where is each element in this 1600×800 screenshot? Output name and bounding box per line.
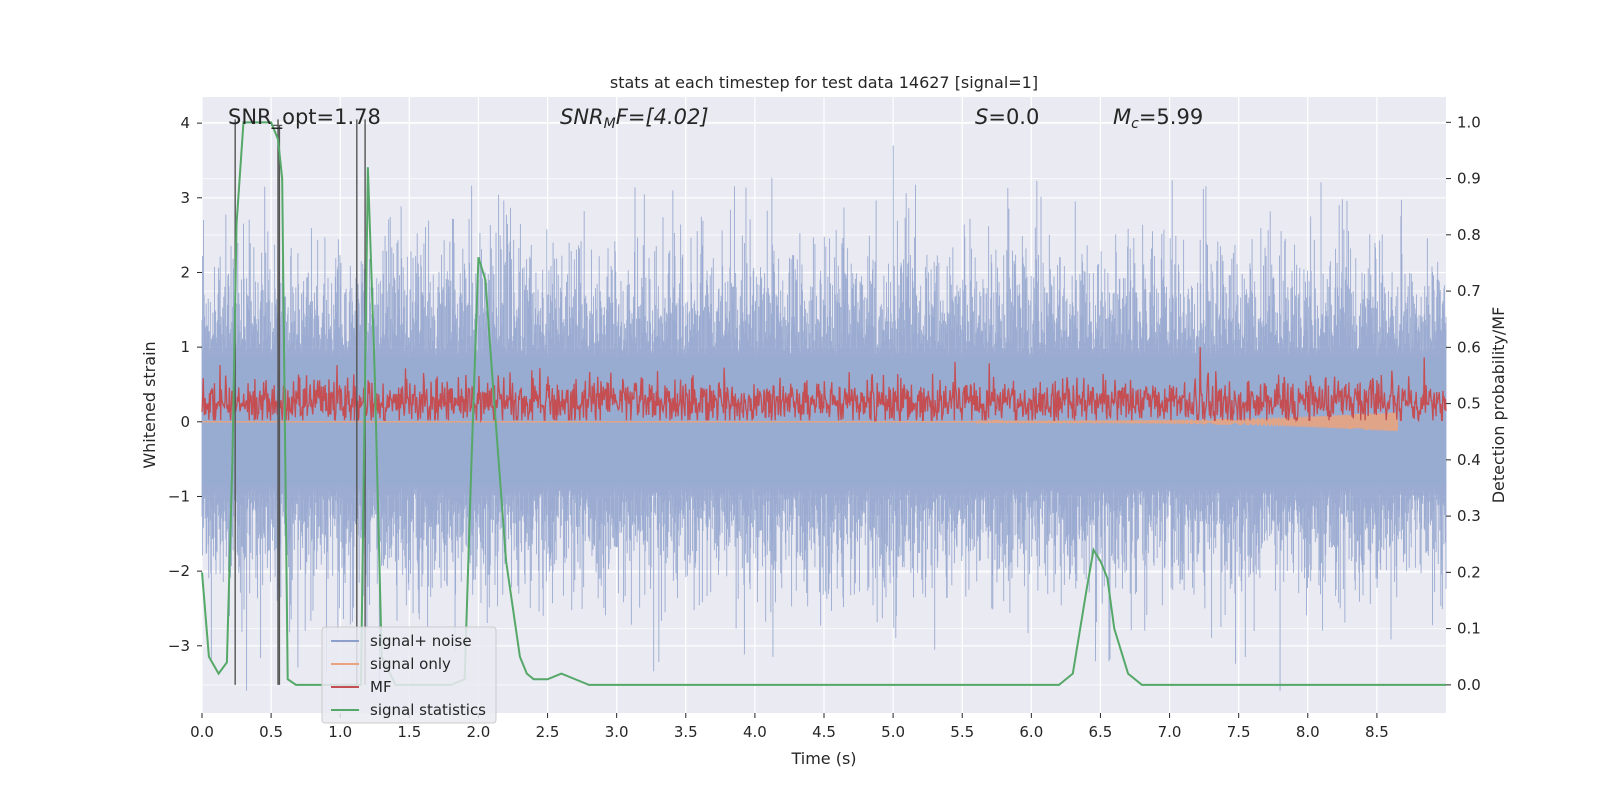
x-tick-label: 1.0 bbox=[328, 723, 352, 741]
x-tick-label: 8.0 bbox=[1296, 723, 1320, 741]
x-tick-label: 7.5 bbox=[1227, 723, 1251, 741]
legend-label-noise: signal+ noise bbox=[370, 632, 472, 650]
y-tick-label: 3 bbox=[180, 189, 190, 207]
y-axis-ticks: 4 3 2 1 0 −1 −2 −3 bbox=[168, 114, 202, 655]
mc-main: M bbox=[1113, 105, 1131, 129]
statistics-line bbox=[201, 121, 1446, 686]
x-tick-label: 7.0 bbox=[1158, 723, 1182, 741]
snr-mf-rest: F=[4.02] bbox=[616, 105, 709, 129]
snr-mf-annotation: SNRMF=[4.02] bbox=[560, 105, 709, 132]
y2-tick-label: 0.1 bbox=[1457, 620, 1481, 638]
x-tick-label: 2.0 bbox=[467, 723, 491, 741]
legend-box bbox=[321, 626, 497, 724]
legend-label-mf: MF bbox=[370, 678, 392, 696]
y-tick-label: 1 bbox=[180, 338, 190, 356]
x-tick-label: 4.5 bbox=[812, 723, 836, 741]
x-axis-ticks: 0.0 0.5 1.0 1.5 2.0 2.5 3.0 3.5 4.0 4.5 5.0 5.5 6.0 6… bbox=[190, 713, 1389, 741]
x-tick-label: 5.5 bbox=[950, 723, 974, 741]
x-tick-label: 2.5 bbox=[536, 723, 560, 741]
y2-tick-label: 0.2 bbox=[1457, 563, 1481, 581]
y-tick-label: −2 bbox=[168, 562, 190, 580]
y-axis-label: Whitened strain bbox=[140, 341, 159, 468]
y2-tick-label: 0.5 bbox=[1457, 395, 1481, 413]
y2-tick-label: 0.8 bbox=[1457, 226, 1481, 244]
snr-mf-main: SNR bbox=[560, 105, 604, 129]
chart-title: stats at each timestep for test data 146… bbox=[610, 73, 1038, 92]
y2-axis-label: Detection probability/MF bbox=[1489, 307, 1508, 504]
snr-mf-sub: M bbox=[604, 116, 616, 132]
y2-tick-label: 0.0 bbox=[1457, 676, 1481, 694]
y2-tick-label: 0.6 bbox=[1457, 338, 1481, 356]
x-tick-label: 3.0 bbox=[605, 723, 629, 741]
x-axis-label: Time (s) bbox=[790, 749, 856, 768]
x-tick-label: 5.0 bbox=[881, 723, 905, 741]
mc-annotation: Mc=5.99 bbox=[1113, 105, 1203, 132]
y2-tick-label: 1.0 bbox=[1457, 113, 1481, 131]
s-annotation: S=0.0 bbox=[975, 105, 1039, 129]
x-tick-label: 6.0 bbox=[1019, 723, 1043, 741]
mf-trace bbox=[201, 347, 1447, 423]
s-main: S bbox=[975, 105, 988, 129]
x-tick-label: 1.5 bbox=[397, 723, 421, 741]
signal-only-chirp bbox=[975, 411, 1399, 432]
signal-statistics-series bbox=[201, 121, 1446, 686]
y-tick-label: −3 bbox=[168, 637, 190, 655]
y2-tick-label: 0.4 bbox=[1457, 451, 1481, 469]
y-tick-label: −1 bbox=[168, 487, 190, 505]
mc-sub: c bbox=[1131, 116, 1139, 132]
y2-tick-label: 0.7 bbox=[1457, 282, 1481, 300]
legend-label-signal-only: signal only bbox=[370, 655, 451, 673]
y2-tick-label: 0.3 bbox=[1457, 507, 1481, 525]
x-tick-label: 3.5 bbox=[674, 723, 698, 741]
snr-opt-annotation: SNR_opt=1.78 bbox=[228, 105, 381, 130]
x-tick-label: 6.5 bbox=[1089, 723, 1113, 741]
x-tick-label: 4.0 bbox=[743, 723, 767, 741]
legend: signal+ noise signal only MF signal stat… bbox=[321, 626, 497, 724]
y2-tick-label: 0.9 bbox=[1457, 170, 1481, 188]
x-tick-label: 0.5 bbox=[259, 723, 283, 741]
signal-only-series bbox=[202, 411, 1399, 432]
x-tick-label: 8.5 bbox=[1365, 723, 1389, 741]
x-tick-label: 0.0 bbox=[190, 723, 214, 741]
y-tick-label: 2 bbox=[180, 263, 190, 281]
legend-label-statistics: signal statistics bbox=[370, 701, 486, 719]
y-tick-label: 4 bbox=[180, 114, 190, 132]
s-rest: =0.0 bbox=[988, 105, 1039, 129]
y-tick-label: 0 bbox=[180, 413, 190, 431]
y2-axis-ticks: 1.0 0.9 0.8 0.7 0.6 0.5 0.4 0.3 0.2 0.1 0.0 bbox=[1446, 113, 1481, 694]
mc-rest: =5.99 bbox=[1139, 105, 1203, 129]
mf-series bbox=[201, 347, 1447, 423]
